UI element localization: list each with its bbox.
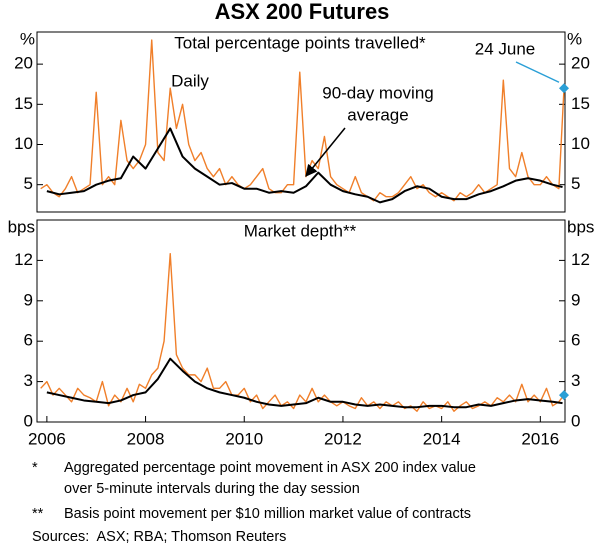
arrow <box>305 127 346 177</box>
daily-line <box>40 252 565 412</box>
y-tick-label: 10 <box>571 134 590 153</box>
y-tick-label: 15 <box>14 94 33 113</box>
x-tick-label: 2010 <box>225 429 263 448</box>
sources: Sources: ASX; RBA; Thomson Reuters <box>32 529 286 545</box>
y-tick-label: 3 <box>571 371 580 390</box>
plot-frame <box>36 31 566 213</box>
note-text: Aggregated percentage point movement in … <box>64 460 476 476</box>
y-tick-label: 20 <box>571 54 590 73</box>
average-line <box>46 127 563 204</box>
y-tick-label: 12 <box>14 250 33 269</box>
note-mark: ** <box>32 506 44 522</box>
y-tick-label: 12 <box>571 250 590 269</box>
y-tick-label: 3 <box>24 371 33 390</box>
series-label: Daily <box>171 71 209 90</box>
daily-line <box>40 39 565 202</box>
y-tick-label: 15 <box>571 94 590 113</box>
panel-subtitle: Total percentage points travelled* <box>174 33 426 52</box>
note-text: over 5-minute intervals during the day s… <box>64 481 360 497</box>
y-tick-label: 20 <box>14 54 33 73</box>
x-tick-label: 2008 <box>127 429 165 448</box>
y-tick-label: 6 <box>24 331 33 350</box>
x-tick-label: 2012 <box>324 429 362 448</box>
highlight-arrow <box>515 61 560 83</box>
note-text: Basis point movement per $10 million mar… <box>64 506 471 522</box>
series-label: 90-day moving <box>322 83 434 102</box>
unit-label: bps <box>567 217 594 236</box>
unit-label: % <box>567 29 582 48</box>
y-tick-label: 6 <box>571 331 580 350</box>
y-tick-label: 5 <box>24 174 33 193</box>
highlight-point <box>559 390 570 401</box>
note-mark: * <box>32 460 38 476</box>
y-tick-label: 10 <box>14 134 33 153</box>
series-label: average <box>347 105 408 124</box>
x-tick-label: 2006 <box>28 429 66 448</box>
x-tick-label: 2014 <box>423 429 461 448</box>
highlight-label: 24 June <box>475 39 536 58</box>
y-tick-label: 0 <box>24 411 33 430</box>
panel-subtitle: Market depth** <box>244 221 357 240</box>
y-tick-label: 5 <box>571 174 580 193</box>
y-tick-label: 9 <box>571 290 580 309</box>
plot-frame <box>36 219 566 423</box>
highlight-point <box>559 83 570 94</box>
y-tick-label: 9 <box>24 290 33 309</box>
x-tick-label: 2016 <box>521 429 559 448</box>
unit-label: bps <box>8 217 35 236</box>
y-tick-label: 0 <box>571 411 580 430</box>
unit-label: % <box>20 29 35 48</box>
chart-title: ASX 200 Futures <box>215 0 390 24</box>
average-line <box>46 357 563 409</box>
